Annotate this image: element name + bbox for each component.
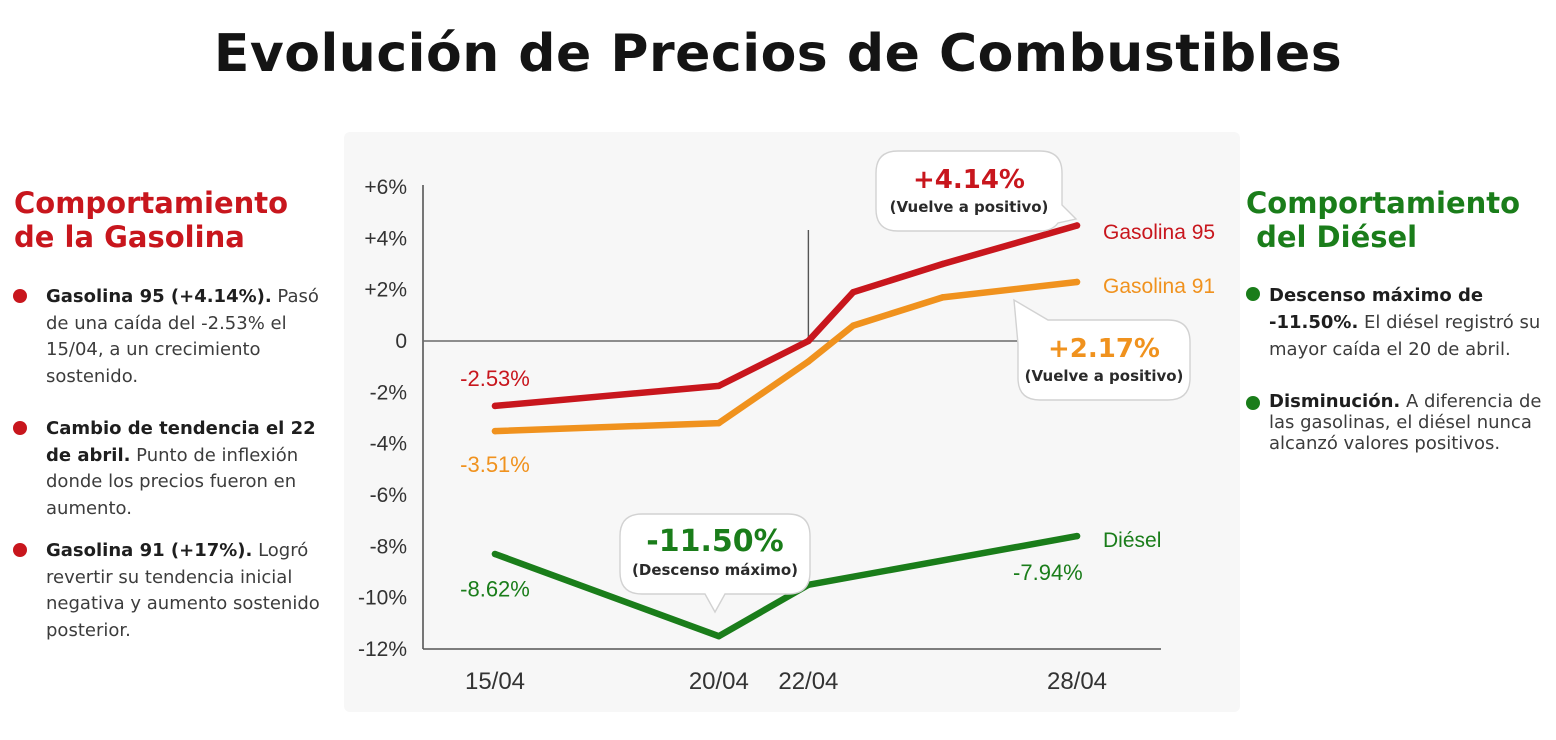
callout-diesel-note: (Descenso máximo)	[632, 561, 798, 579]
callout-gasolina-95-note: (Vuelve a positivo)	[890, 198, 1049, 216]
series-line-di-sel	[491, 532, 1081, 640]
diesel-bullet-list: Descenso máximo de -11.50%. El diésel re…	[1244, 282, 1544, 454]
data-label: -7.94%	[1013, 560, 1083, 585]
data-point	[715, 419, 723, 427]
data-point	[849, 289, 857, 296]
callout-gasolina-95-bubble	[875, 150, 1078, 232]
x-tick-label: 22/04	[778, 668, 838, 695]
bullet-bold: Gasolina 95 (+4.14%).	[46, 286, 272, 307]
y-tick-label: -12%	[358, 638, 407, 661]
data-point	[939, 260, 946, 268]
bullet-text: Pasó de una caída del -2.53% el 15/04, a…	[46, 286, 319, 387]
bullet-text: Logró revertir su tendencia inicial nega…	[46, 540, 320, 641]
y-tick-label: +4%	[364, 227, 407, 250]
data-point	[849, 322, 857, 329]
data-point	[491, 402, 499, 410]
data-point	[715, 382, 723, 390]
gasoline-heading-line1: Comportamiento	[14, 186, 289, 220]
diesel-bullet-2: Disminución. A diferencia de las gasolin…	[1244, 391, 1544, 454]
callout-gasolina-91-note: (Vuelve a positivo)	[1025, 367, 1184, 385]
y-tick-label: -2%	[370, 381, 407, 404]
gasoline-bullet-2: Cambio de tendencia el 22 de abril. Punt…	[10, 416, 330, 522]
data-point	[939, 294, 946, 301]
data-point	[1073, 222, 1081, 229]
callout-diesel-bubble	[619, 513, 811, 614]
y-tick-label: -8%	[370, 535, 407, 558]
diesel-heading: Comportamiento del Diésel	[1246, 186, 1520, 254]
y-tick-label: 0	[395, 330, 407, 353]
bullet-bold: Disminución.	[1269, 391, 1401, 412]
callout-gasolina-91-bubble	[1013, 298, 1191, 401]
data-label: -3.51%	[460, 452, 530, 477]
data-label: -8.62%	[460, 577, 530, 602]
bullet-dot-icon	[13, 543, 27, 557]
data-point	[491, 427, 499, 435]
x-tick-label: 28/04	[1047, 668, 1107, 695]
diesel-heading-line1: Comportamiento	[1246, 186, 1521, 220]
bullet-dot-icon	[13, 421, 27, 435]
diesel-bullet-1: Descenso máximo de -11.50%. El diésel re…	[1244, 282, 1544, 363]
x-tick-label: 15/04	[465, 668, 525, 695]
diesel-heading-line2: del Diésel	[1246, 220, 1418, 254]
gasoline-bullet-1: Gasolina 95 (+4.14%). Pasó de una caída …	[10, 284, 330, 390]
y-tick-label: -4%	[370, 433, 407, 456]
y-tick-label: +2%	[364, 279, 407, 302]
callout-gasolina-95-value: +4.14%	[913, 165, 1025, 195]
gasoline-bullet-list: Gasolina 95 (+4.14%). Pasó de una caída …	[10, 284, 330, 644]
callout-gasolina-91-value: +2.17%	[1048, 334, 1160, 364]
series-label: Gasolina 91	[1103, 275, 1215, 298]
gasoline-heading: Comportamiento de la Gasolina	[14, 186, 288, 254]
series-label: Diésel	[1103, 529, 1161, 552]
bullet-dot-icon	[13, 289, 27, 303]
bullet-dot-icon	[1246, 287, 1260, 301]
price-line-chart: +6% +4% +2% 0 -2% -4% -6% -8% -10% -12% 15/04 20/04…	[358, 150, 1215, 695]
bullet-dot-icon	[1246, 396, 1260, 410]
bullet-bold: Cambio de tendencia el 22 de abril.	[46, 418, 316, 466]
bullet-text: El diésel registró su mayor caída el 20 …	[1269, 312, 1541, 360]
y-tick-label: -6%	[370, 484, 407, 507]
data-label: -2.53%	[460, 366, 530, 391]
bullet-text: Punto de inflexión donde los precios fue…	[46, 444, 299, 519]
y-tick-label: -10%	[358, 587, 407, 610]
y-tick-label: +6%	[364, 176, 407, 199]
data-point	[805, 358, 812, 365]
gasoline-bullet-3: Gasolina 91 (+17%). Logró revertir su te…	[10, 538, 330, 644]
data-point	[491, 550, 499, 558]
chart-panel: +6% +4% +2% 0 -2% -4% -6% -8% -10% -12% 15/04 20/04…	[344, 132, 1240, 712]
series-line-gasolina-91	[491, 278, 1081, 435]
data-point	[1073, 278, 1081, 286]
bullet-bold: Descenso máximo de -11.50%.	[1269, 285, 1484, 333]
bullet-text: A diferencia de las gasolinas, el diésel…	[1269, 391, 1542, 454]
data-point	[805, 337, 812, 345]
data-point	[715, 632, 723, 640]
series-line-gasolina-95	[491, 222, 1081, 410]
page-title: Evolución de Precios de Combustibles	[213, 24, 1343, 84]
x-tick-label: 20/04	[689, 668, 749, 695]
data-point	[1073, 532, 1081, 540]
callout-diesel-value: -11.50%	[646, 524, 783, 559]
series-label: Gasolina 95	[1103, 221, 1215, 244]
gasoline-heading-line2: de la Gasolina	[14, 220, 245, 254]
bullet-bold: Gasolina 91 (+17%).	[46, 540, 253, 561]
